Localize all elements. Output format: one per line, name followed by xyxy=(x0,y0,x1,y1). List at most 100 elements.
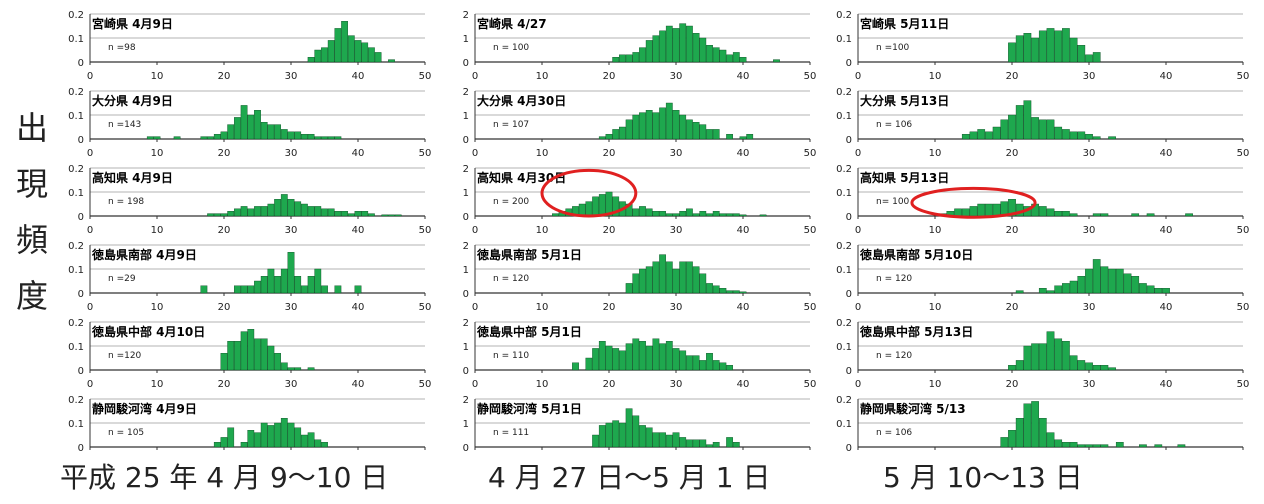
x-tick-label: 20 xyxy=(218,148,231,159)
histogram-bar xyxy=(354,285,362,294)
sample-size-label: n = 106 xyxy=(876,120,912,130)
sample-size-label: n = 120 xyxy=(876,274,912,284)
x-tick-label: 20 xyxy=(1006,379,1019,390)
histogram-bar xyxy=(1031,37,1039,63)
y-tick-label: 0.1 xyxy=(836,111,852,122)
histogram-bar xyxy=(1154,444,1163,448)
x-tick-label: 20 xyxy=(603,148,616,159)
histogram-bar xyxy=(1054,210,1063,217)
x-tick-label: 0 xyxy=(472,379,478,390)
histogram-bar xyxy=(260,206,268,217)
x-tick-label: 50 xyxy=(1237,379,1250,390)
x-tick-label: 30 xyxy=(285,302,298,313)
histogram-bar xyxy=(679,437,687,448)
histogram-bar xyxy=(240,442,248,448)
sample-size-label: n = 200 xyxy=(493,197,529,207)
histogram-bar xyxy=(388,59,395,63)
histogram-bar xyxy=(254,109,261,140)
histogram-bar xyxy=(612,57,620,63)
histogram-bar xyxy=(692,266,700,294)
x-tick-label: 20 xyxy=(1006,302,1019,313)
histogram-bar xyxy=(1092,52,1101,63)
histogram-bar xyxy=(679,114,687,140)
histogram-bar xyxy=(1085,268,1093,294)
histogram-bar xyxy=(347,213,355,217)
histogram-bar xyxy=(287,367,295,371)
histogram-bar xyxy=(992,203,1001,217)
panel-title: 高知県 4月9日 xyxy=(92,170,173,185)
y-axis-char-3: 頻 xyxy=(15,221,48,259)
x-tick-label: 40 xyxy=(1160,302,1173,313)
histogram-bar xyxy=(274,124,281,140)
y-tick-label: 1 xyxy=(463,342,469,353)
x-tick-label: 10 xyxy=(151,225,164,236)
x-tick-label: 20 xyxy=(218,225,231,236)
histogram-bar xyxy=(1054,338,1063,371)
histogram-bar xyxy=(254,280,261,294)
histogram-bar xyxy=(739,291,747,294)
x-tick-label: 40 xyxy=(737,302,750,313)
histogram-bar xyxy=(260,276,268,294)
histogram-bar xyxy=(598,425,606,448)
histogram-bar xyxy=(294,131,302,140)
y-tick-label: 2 xyxy=(463,318,469,329)
y-tick-label: 2 xyxy=(463,395,469,406)
histogram-bar xyxy=(307,133,315,140)
histogram-bar xyxy=(572,362,579,371)
histogram-bar xyxy=(1062,442,1070,448)
histogram-bar xyxy=(1069,280,1078,294)
histogram-bar xyxy=(612,129,620,140)
y-tick-label: 0.1 xyxy=(68,342,84,353)
histogram-bar xyxy=(706,129,713,140)
histogram-bar xyxy=(207,213,214,217)
sample-size-label: n = 107 xyxy=(493,120,529,130)
histogram-bar xyxy=(1154,288,1163,294)
histogram-bar xyxy=(632,273,640,294)
y-tick-label: 0 xyxy=(463,289,469,300)
histogram-bar xyxy=(327,136,335,140)
panel-title: 徳島県南部 5月10日 xyxy=(859,247,973,262)
y-tick-label: 1 xyxy=(463,419,469,430)
histogram-bar xyxy=(652,432,660,448)
histogram-bar xyxy=(1100,213,1109,217)
sample-size-label: n= 100 xyxy=(876,197,910,207)
histogram-bar xyxy=(368,47,375,63)
chart-panel-7: 0 0.1 0.2 0 10 20 30 40 50 高知県 4月9日 n = 198 xyxy=(68,164,431,236)
histogram-bar xyxy=(598,194,606,217)
y-tick-label: 0.1 xyxy=(836,342,852,353)
chart-panel-18: 00.10.201020304050静岡県駿河湾 5/13n = 106 xyxy=(836,395,1244,454)
panel-title: 徳島県南部 4月9日 xyxy=(91,247,197,262)
histogram-bar xyxy=(1085,444,1093,448)
column-label-3: 5 月 10～13 日 xyxy=(883,461,1083,494)
x-tick-label: 30 xyxy=(285,148,298,159)
y-tick-label: 0.1 xyxy=(68,265,84,276)
histogram-bar xyxy=(321,47,328,63)
y-tick-label: 0.1 xyxy=(836,188,852,199)
histogram-bar xyxy=(672,432,680,448)
histogram-bar xyxy=(234,341,241,371)
x-tick-label: 40 xyxy=(1160,148,1173,159)
histogram-bar xyxy=(280,362,288,371)
histogram-bar xyxy=(1123,273,1132,294)
histogram-bar xyxy=(665,434,673,448)
panel-title: 宮崎県 5月11日 xyxy=(860,16,949,31)
panel-title: 高知県 5月13日 xyxy=(860,170,949,185)
histogram-bar xyxy=(220,213,228,217)
x-tick-label: 0 xyxy=(87,302,93,313)
y-tick-label: 1 xyxy=(463,265,469,276)
histogram-bar xyxy=(227,427,235,448)
histogram-bar xyxy=(267,203,275,217)
histogram-bar xyxy=(1139,444,1147,448)
histogram-bar xyxy=(1023,100,1032,140)
histogram-bar xyxy=(1038,418,1047,448)
histogram-bar xyxy=(699,439,707,448)
histogram-bar xyxy=(672,28,680,63)
x-tick-label: 0 xyxy=(855,225,861,236)
histogram-bar xyxy=(1054,126,1063,140)
y-tick-label: 0 xyxy=(78,212,84,223)
histogram-bar xyxy=(992,126,1001,140)
histogram-bar xyxy=(699,360,707,371)
x-tick-label: 50 xyxy=(804,302,817,313)
